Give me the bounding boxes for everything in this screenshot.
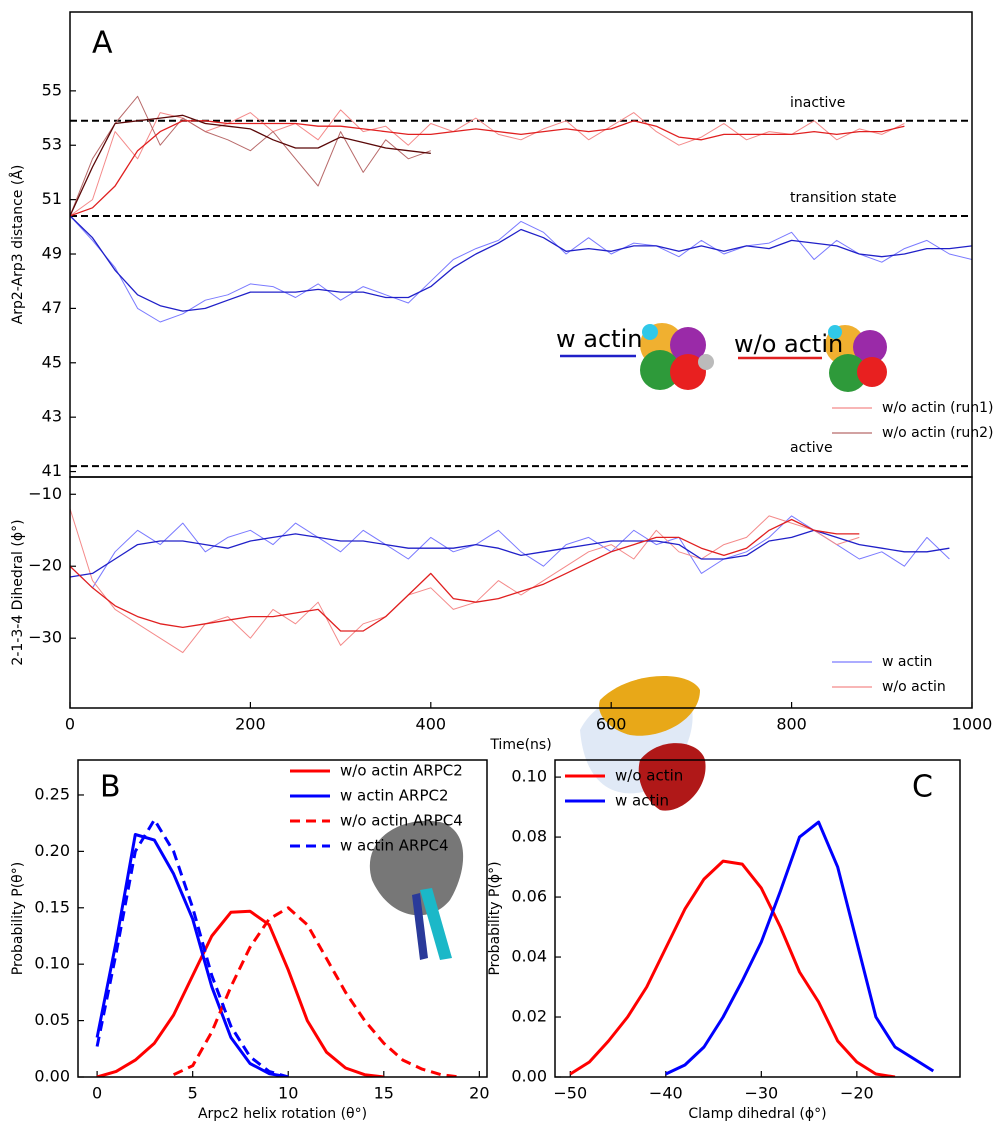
x-tick-label: 0 xyxy=(92,1084,102,1103)
x-tick-label: 400 xyxy=(416,715,447,734)
structure-w-actin xyxy=(640,323,714,390)
inset-label: w actin xyxy=(556,325,642,353)
y-tick-label: −30 xyxy=(28,628,62,647)
x-axis-label: Clamp dihedral (ϕ°) xyxy=(688,1106,826,1122)
y-axis-label: 2-1-3-4 Dihedral (ϕ°) xyxy=(10,519,26,665)
y-tick-label: 0.10 xyxy=(34,954,70,973)
smooth-line xyxy=(70,518,860,632)
x-tick-label: 800 xyxy=(776,715,807,734)
y-tick-label: 0.25 xyxy=(34,784,70,803)
data-line xyxy=(70,95,431,217)
reference-label: active xyxy=(790,440,833,456)
structure-wo-actin xyxy=(825,325,887,392)
data-line xyxy=(172,906,461,1077)
smooth-line xyxy=(70,120,905,217)
panel-letter: C xyxy=(912,770,933,805)
legend-label: w/o actin (run2) xyxy=(882,425,994,441)
data-line xyxy=(70,109,905,217)
legend-label: w actin ARPC4 xyxy=(340,837,449,855)
x-tick-label: 200 xyxy=(235,715,266,734)
structure-clamp xyxy=(580,676,706,811)
axes-frame xyxy=(69,476,973,709)
y-tick-label: 0.05 xyxy=(34,1010,70,1029)
y-tick-label: −10 xyxy=(28,484,62,503)
y-tick-label: 51 xyxy=(42,189,62,208)
data-line xyxy=(95,833,289,1077)
legend-label: w actin xyxy=(615,792,669,810)
y-tick-label: 0.04 xyxy=(511,947,547,966)
y-axis-label: Probability P(ϕ°) xyxy=(487,861,503,975)
x-tick-label: 20 xyxy=(469,1084,489,1103)
x-axis-label: Arpc2 helix rotation (θ°) xyxy=(198,1106,367,1122)
y-tick-label: 53 xyxy=(42,135,62,154)
y-tick-label: 49 xyxy=(42,244,62,263)
legend-label: w actin xyxy=(882,654,932,670)
x-tick-label: −40 xyxy=(649,1084,683,1103)
y-tick-label: 0.15 xyxy=(34,897,70,916)
legend-label: w/o actin xyxy=(615,767,683,785)
data-line xyxy=(70,215,972,323)
y-tick-label: 0.08 xyxy=(511,827,547,846)
data-line xyxy=(70,515,950,589)
y-tick-label: 0.20 xyxy=(34,841,70,860)
y-axis-label: Arp2-Arp3 distance (Å) xyxy=(9,165,26,325)
y-axis-label: Probability P(θ°) xyxy=(10,862,26,975)
legend-label: w/o actin (run1) xyxy=(882,400,994,416)
y-tick-label: 55 xyxy=(42,80,62,99)
y-tick-label: 0.02 xyxy=(511,1007,547,1026)
x-tick-label: 10 xyxy=(278,1084,298,1103)
y-tick-label: 0.10 xyxy=(511,767,547,786)
x-tick-label: 1000 xyxy=(952,715,993,734)
axes-frame xyxy=(77,759,488,1078)
data-line xyxy=(70,508,860,654)
smooth-line xyxy=(70,215,972,312)
y-tick-label: 43 xyxy=(42,407,62,426)
axes-frame xyxy=(69,11,973,478)
reference-label: transition state xyxy=(790,190,897,206)
structure-arpc xyxy=(369,820,464,960)
legend-label: w/o actin ARPC4 xyxy=(340,812,463,830)
reference-label: inactive xyxy=(790,95,845,111)
y-tick-label: 47 xyxy=(42,298,62,317)
panel-letter: A xyxy=(92,26,113,61)
x-tick-label: −20 xyxy=(840,1084,874,1103)
x-tick-label: 600 xyxy=(596,715,627,734)
data-line xyxy=(665,820,935,1076)
x-tick-label: 0 xyxy=(65,715,75,734)
y-tick-label: 0.00 xyxy=(34,1067,70,1086)
x-tick-label: 5 xyxy=(188,1084,198,1103)
x-tick-label: −30 xyxy=(744,1084,778,1103)
y-tick-label: 41 xyxy=(42,461,62,480)
y-tick-label: 0.06 xyxy=(511,887,547,906)
smooth-line xyxy=(70,529,950,578)
x-tick-label: 15 xyxy=(374,1084,394,1103)
x-axis-label: Time(ns) xyxy=(489,737,551,753)
y-tick-label: −20 xyxy=(28,556,62,575)
axes-frame xyxy=(554,759,961,1078)
data-line xyxy=(569,859,896,1077)
smooth-line xyxy=(70,114,431,217)
legend-label: w/o actin ARPC2 xyxy=(340,762,463,780)
legend-label: w/o actin xyxy=(882,679,946,695)
x-tick-label: −50 xyxy=(553,1084,587,1103)
inset-label: w/o actin xyxy=(734,330,843,358)
panel-letter: B xyxy=(100,770,121,805)
data-line xyxy=(95,818,289,1077)
y-tick-label: 45 xyxy=(42,352,62,371)
y-tick-label: 0.00 xyxy=(511,1067,547,1086)
legend-label: w actin ARPC2 xyxy=(340,787,449,805)
data-line xyxy=(96,909,384,1077)
